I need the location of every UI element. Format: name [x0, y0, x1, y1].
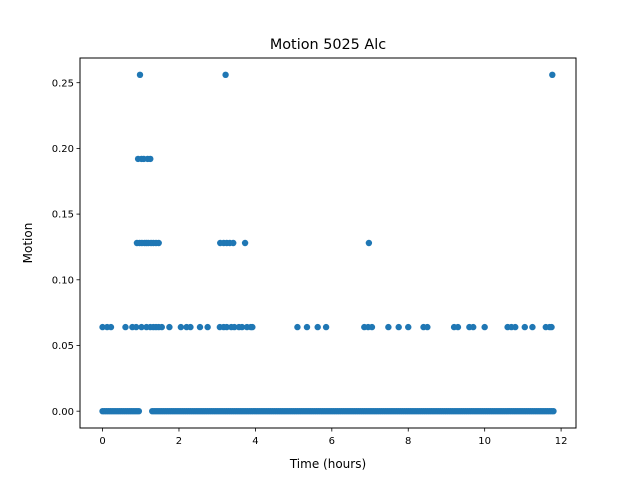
data-point: [512, 323, 519, 331]
data-point: [99, 323, 106, 331]
data-point: [424, 323, 431, 331]
x-tick-label: 6: [329, 436, 335, 447]
data-point: [158, 323, 165, 331]
data-point: [231, 323, 238, 331]
x-tick-label: 10: [478, 436, 491, 447]
data-point: [166, 323, 173, 331]
data-point: [136, 71, 144, 79]
y-tick-label: 0.15: [52, 210, 74, 221]
data-point: [521, 323, 528, 331]
y-tick-label: 0.00: [52, 407, 74, 418]
y-tick-label: 0.05: [52, 341, 74, 352]
data-point: [549, 71, 556, 79]
data-point: [470, 323, 477, 331]
x-tick-label: 0: [99, 436, 105, 447]
data-points: [99, 71, 557, 415]
x-tick-label: 4: [252, 436, 258, 447]
data-point: [303, 323, 311, 331]
data-point: [107, 323, 115, 331]
x-tick-label: 2: [176, 436, 182, 447]
data-point: [135, 407, 143, 415]
y-tick-label: 0.25: [52, 78, 74, 89]
data-point: [322, 323, 330, 331]
axes-frame: [79, 57, 577, 429]
data-point: [241, 239, 249, 247]
x-axis-ticks: 0 2 4 6 8 10 12: [99, 428, 567, 447]
data-point: [132, 323, 140, 331]
data-point: [147, 155, 154, 163]
x-tick-label: 12: [555, 436, 568, 447]
data-point: [385, 323, 392, 331]
data-point: [368, 323, 376, 331]
data-point: [223, 323, 230, 331]
y-tick-label: 0.10: [52, 275, 74, 286]
data-point: [138, 323, 145, 331]
data-point: [548, 323, 555, 331]
data-point: [187, 323, 194, 331]
data-point: [550, 407, 557, 415]
data-point: [204, 323, 211, 331]
data-point: [395, 323, 402, 331]
x-tick-label: 8: [405, 436, 411, 447]
data-point: [230, 239, 237, 247]
data-point: [222, 71, 229, 79]
data-point: [314, 323, 321, 331]
data-point: [405, 323, 412, 331]
data-point: [481, 323, 488, 331]
data-point: [294, 323, 301, 331]
x-axis-label: Time (hours): [289, 457, 366, 471]
data-point: [454, 323, 462, 331]
data-point: [122, 323, 129, 331]
data-point: [155, 239, 162, 247]
data-point: [365, 239, 373, 247]
data-point: [196, 323, 204, 331]
chart-title: Motion 5025 Alc: [270, 37, 386, 53]
y-tick-label: 0.20: [52, 144, 74, 155]
data-point: [249, 323, 256, 331]
y-axis-ticks: 0.00 0.05 0.10 0.15 0.20 0.25: [52, 78, 80, 418]
data-point: [238, 323, 246, 331]
data-point: [177, 323, 185, 331]
data-point: [529, 323, 536, 331]
y-axis-label: Motion: [21, 223, 35, 264]
